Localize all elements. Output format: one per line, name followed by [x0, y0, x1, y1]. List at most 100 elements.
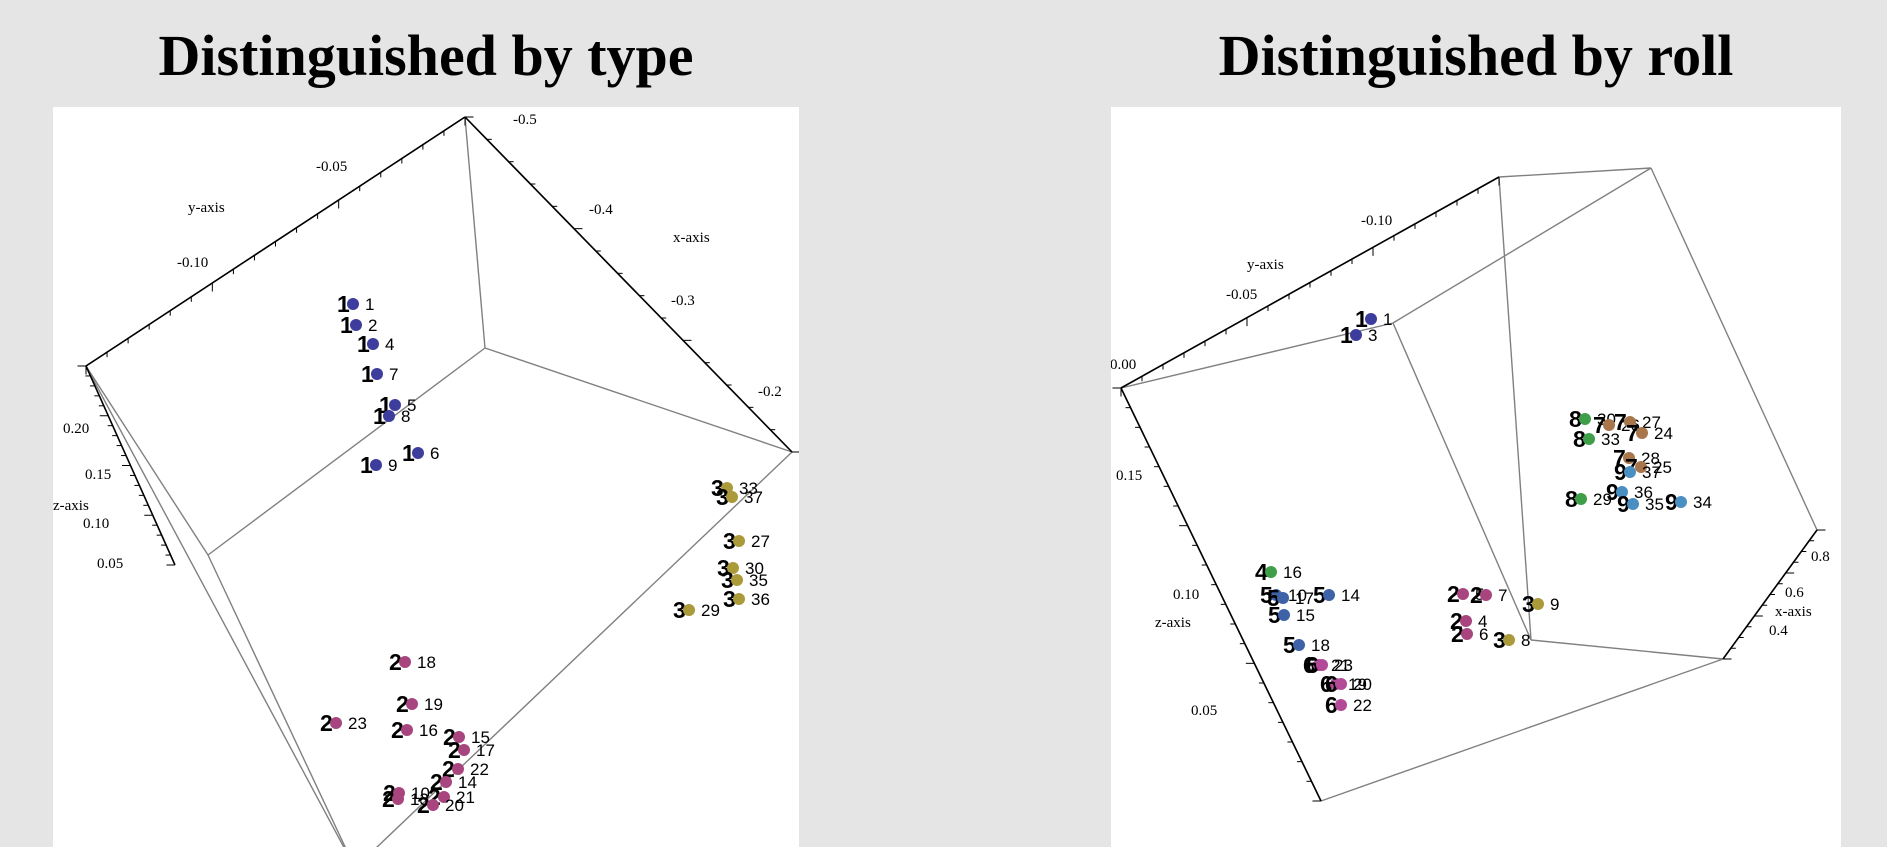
right-id-label: 37	[1642, 463, 1661, 482]
left-point	[383, 410, 395, 422]
right-point	[1335, 699, 1347, 711]
right-z-axis-label: z-axis	[1155, 615, 1191, 631]
left-z-tick-label: 0.20	[63, 421, 89, 437]
left-group-label: 1	[361, 361, 374, 387]
left-point	[731, 574, 743, 586]
left-point	[438, 791, 450, 803]
right-y-tick-label: -0.05	[1226, 287, 1257, 303]
left-group-label: 1	[337, 291, 350, 317]
left-group-label: 1	[402, 440, 415, 466]
right-point	[1627, 498, 1639, 510]
chart-panel-roll: 0.4 0.6 0.8 -0.10 -0.05 0.00 0.15 0.10 0.05 y-axi…	[1111, 107, 1841, 847]
right-group-label: 9	[1606, 479, 1619, 505]
right-group-label: 6	[1325, 671, 1338, 697]
right-id-label: 36	[1634, 483, 1653, 502]
left-id-label: 14	[458, 773, 477, 792]
right-point	[1457, 588, 1469, 600]
right-point	[1603, 419, 1615, 431]
right-y-tick-label: 0.00	[1111, 357, 1136, 373]
left-id-label: 7	[389, 365, 398, 384]
right-point	[1675, 496, 1687, 508]
left-id-label: 27	[751, 532, 770, 551]
right-point	[1579, 413, 1591, 425]
left-point	[683, 604, 695, 616]
left-group-label: 2	[430, 769, 443, 795]
right-group-label: 7	[1593, 412, 1606, 438]
left-point	[733, 593, 745, 605]
right-id-label: 35	[1645, 495, 1664, 514]
right-group-label: 9	[1617, 491, 1630, 517]
right-point	[1575, 493, 1587, 505]
right-point	[1316, 659, 1328, 671]
right-group-label: 9	[1614, 459, 1627, 485]
right-box-edge-6	[1120, 322, 1394, 389]
left-z-tick-label: 0.15	[85, 467, 111, 483]
right-id-label: 27	[1642, 413, 1661, 432]
right-id-label: 23	[1334, 656, 1353, 675]
right-point	[1480, 589, 1492, 601]
right-point	[1583, 433, 1595, 445]
right-group-label: 5	[1283, 632, 1296, 658]
left-group-label: 1	[360, 452, 373, 478]
left-box-edge-6	[207, 347, 486, 556]
left-group-label: 2	[389, 649, 402, 675]
right-point	[1323, 589, 1335, 601]
left-id-label: 18	[417, 653, 436, 672]
right-id-label: 18	[1311, 636, 1330, 655]
right-id-label: 34	[1693, 493, 1712, 512]
left-group-label: 2	[443, 724, 456, 750]
right-group-label: 2	[1447, 581, 1460, 607]
chart-panel-type: -0.5 -0.4 -0.3 -0.2 -0.05 -0.10 0.20 0.15 0.10 0.…	[53, 107, 799, 847]
left-id-label: 19	[424, 695, 443, 714]
left-point	[406, 698, 418, 710]
right-group-label: 5	[1268, 602, 1281, 628]
right-id-label: 6	[1479, 625, 1488, 644]
left-id-label: 10	[411, 784, 430, 803]
left-point	[399, 656, 411, 668]
right-id-label: 29	[1593, 490, 1612, 509]
left-x-tick-label: -0.2	[758, 384, 782, 400]
left-id-label: 23	[348, 714, 367, 733]
right-point	[1350, 329, 1362, 341]
left-id-label: 6	[430, 444, 439, 463]
right-group-label: 5	[1260, 582, 1273, 608]
right-id-label: 4	[1478, 612, 1487, 631]
left-group-label: 3	[721, 567, 734, 593]
left-id-label: 36	[751, 590, 770, 609]
right-box-edge-9	[1530, 639, 1724, 660]
left-x-tick-label: -0.4	[589, 202, 613, 218]
chart-title-type: Distinguished by type	[158, 23, 694, 88]
right-group-label: 1	[1355, 306, 1368, 332]
right-group-label: 8	[1573, 426, 1586, 452]
left-group-label: 2	[320, 710, 333, 736]
left-id-label: 22	[470, 760, 489, 779]
right-id-label: 1	[1383, 310, 1392, 329]
right-id-label: 20	[1353, 675, 1372, 694]
right-group-label: 8	[1569, 406, 1582, 432]
right-group-label: 6	[1320, 671, 1333, 697]
left-box-edge-8	[207, 554, 346, 847]
left-point	[330, 717, 342, 729]
left-point	[427, 799, 439, 811]
right-id-label: 33	[1601, 430, 1620, 449]
left-id-label: 13	[410, 790, 429, 809]
left-group-label: 2	[417, 792, 430, 818]
right-id-label: 5	[1475, 585, 1484, 604]
right-point	[1532, 598, 1544, 610]
right-id-label: 14	[1341, 586, 1360, 605]
left-id-label: 5	[407, 396, 416, 415]
right-x-tick-label: 0.4	[1769, 623, 1788, 639]
right-point	[1265, 566, 1277, 578]
right-x-tick-label: 0.6	[1785, 585, 1804, 601]
left-id-label: 9	[388, 456, 397, 475]
right-x-axis-label: x-axis	[1775, 604, 1812, 620]
right-id-label: 17	[1295, 589, 1314, 608]
right-group-label: 5	[1267, 585, 1280, 611]
left-point	[347, 298, 359, 310]
right-box-edge-4	[1320, 658, 1724, 802]
left-group-label: 3	[711, 475, 724, 501]
left-id-label: 15	[471, 728, 490, 747]
left-point	[371, 368, 383, 380]
left-x-axis-label: x-axis	[673, 230, 710, 246]
scatter-3d-roll: 0.4 0.6 0.8 -0.10 -0.05 0.00 0.15 0.10 0.05 y-axi…	[1111, 167, 1830, 802]
